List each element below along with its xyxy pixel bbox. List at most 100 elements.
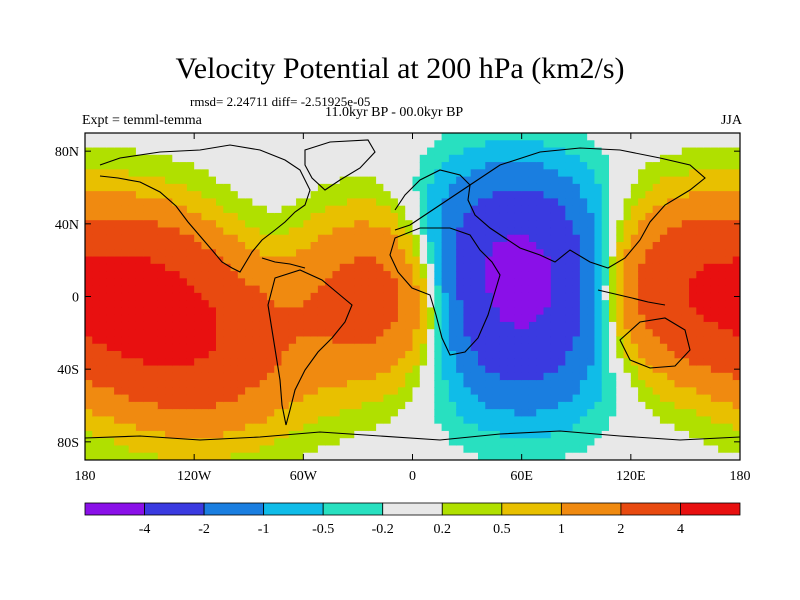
field-cell xyxy=(339,416,348,425)
field-cell xyxy=(223,285,232,294)
field-cell xyxy=(587,212,596,221)
field-cell xyxy=(652,140,661,149)
field-cell xyxy=(725,234,734,243)
field-cell xyxy=(652,242,661,250)
field-cell xyxy=(106,336,115,345)
field-cell xyxy=(543,154,552,163)
field-cell xyxy=(223,263,232,272)
field-cell xyxy=(347,183,355,192)
field-cell xyxy=(245,271,253,279)
field-cell xyxy=(507,314,515,323)
field-cell xyxy=(419,256,428,265)
field-cell xyxy=(652,176,661,185)
field-cell xyxy=(245,300,253,308)
field-cell xyxy=(165,394,173,403)
field-cell xyxy=(667,358,676,367)
field-cell xyxy=(252,278,261,287)
field-cell xyxy=(645,292,654,301)
field-cell xyxy=(157,314,166,323)
field-cell xyxy=(470,314,479,323)
field-cell xyxy=(623,263,632,272)
field-cell xyxy=(347,380,355,388)
field-cell xyxy=(659,256,668,265)
field-cell xyxy=(638,220,646,229)
field-cell xyxy=(681,452,690,460)
field-cell xyxy=(99,329,108,338)
field-cell xyxy=(186,220,195,229)
field-cell xyxy=(630,438,639,447)
field-cell xyxy=(587,409,596,417)
field-cell xyxy=(601,387,610,396)
colorbar-label: -1 xyxy=(258,522,270,537)
field-cell xyxy=(150,387,159,396)
field-cell xyxy=(478,205,486,214)
field-cell xyxy=(165,358,173,367)
field-cell xyxy=(718,169,727,178)
field-cell xyxy=(106,380,115,388)
colorbar-swatch xyxy=(144,502,205,516)
field-cell xyxy=(339,343,348,352)
field-cell xyxy=(499,372,508,381)
field-cell xyxy=(441,249,450,258)
field-cell xyxy=(208,220,217,229)
field-cell xyxy=(114,205,122,214)
field-cell xyxy=(128,372,137,381)
field-cell xyxy=(419,365,428,374)
field-cell xyxy=(165,227,173,236)
field-cell xyxy=(390,176,399,185)
field-cell xyxy=(128,416,137,425)
field-cell xyxy=(216,154,224,163)
field-cell xyxy=(216,380,224,388)
field-cell xyxy=(114,162,122,170)
field-cell xyxy=(601,343,610,352)
field-cell xyxy=(638,438,646,447)
field-cell xyxy=(237,358,246,367)
field-cell xyxy=(347,147,355,156)
field-cell xyxy=(288,285,297,294)
field-cell xyxy=(718,365,727,374)
field-cell xyxy=(558,430,566,439)
field-cell xyxy=(521,198,530,207)
field-cell xyxy=(85,314,93,323)
field-cell xyxy=(565,234,574,243)
field-cell xyxy=(521,343,530,352)
field-cell xyxy=(696,278,705,287)
field-cell xyxy=(427,438,435,447)
field-cell xyxy=(616,423,625,432)
field-cell xyxy=(543,416,552,425)
field-cell xyxy=(368,365,377,374)
field-cell xyxy=(587,321,596,330)
field-cell xyxy=(601,212,610,221)
field-cell xyxy=(492,401,501,410)
field-cell xyxy=(165,430,173,439)
field-cell xyxy=(121,307,130,316)
field-cell xyxy=(499,263,508,272)
field-cell xyxy=(528,154,537,163)
field-cell xyxy=(674,271,683,279)
field-cell xyxy=(397,205,406,214)
field-cell xyxy=(405,271,414,279)
field-cell xyxy=(463,154,472,163)
field-cell xyxy=(237,285,246,294)
field-cell xyxy=(550,154,559,163)
field-cell xyxy=(114,242,122,250)
field-cell xyxy=(492,394,501,403)
field-cell xyxy=(441,416,450,425)
field-cell xyxy=(201,227,210,236)
field-cell xyxy=(128,191,137,199)
field-cell xyxy=(536,205,545,214)
field-cell xyxy=(667,452,676,460)
field-cell xyxy=(630,220,639,229)
field-cell xyxy=(609,343,617,352)
field-cell xyxy=(288,234,297,243)
field-cell xyxy=(135,220,144,229)
field-cell xyxy=(507,285,515,294)
field-cell xyxy=(674,227,683,236)
field-cell xyxy=(99,285,108,294)
field-cell xyxy=(667,423,676,432)
field-cell xyxy=(558,314,566,323)
field-cell xyxy=(245,372,253,381)
field-cell xyxy=(463,380,472,388)
field-cell xyxy=(579,387,588,396)
field-cell xyxy=(317,416,326,425)
